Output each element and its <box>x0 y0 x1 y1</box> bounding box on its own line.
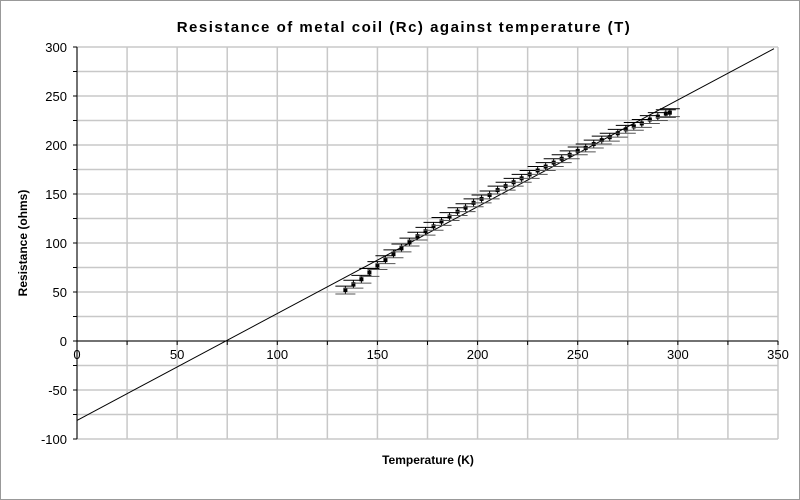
data-point <box>659 108 680 118</box>
data-marker <box>375 263 380 268</box>
data-marker <box>575 148 580 153</box>
data-marker <box>423 229 428 234</box>
x-tick-label: 100 <box>266 347 288 362</box>
data-marker <box>367 270 372 275</box>
y-tick-label: 250 <box>45 89 67 104</box>
data-marker <box>487 192 492 197</box>
data-marker <box>431 224 436 229</box>
y-tick-label: 300 <box>45 40 67 55</box>
x-tick-label: 150 <box>367 347 389 362</box>
x-tick-label: 0 <box>73 347 80 362</box>
data-marker <box>647 117 652 122</box>
y-tick-label: 0 <box>60 334 67 349</box>
data-marker <box>399 245 404 250</box>
data-points <box>335 108 680 295</box>
data-marker <box>463 205 468 210</box>
data-marker <box>623 127 628 132</box>
data-marker <box>383 257 388 262</box>
data-marker <box>439 219 444 224</box>
data-marker <box>407 240 412 245</box>
tick-labels: -100 -50 0 50 100 150 200 250 300 0 50 100 150 200 250… <box>41 40 789 447</box>
y-tick-label: 100 <box>45 236 67 251</box>
y-axis-label: Resistance (ohms) <box>16 190 30 297</box>
y-tick-label: -50 <box>48 383 67 398</box>
data-marker <box>663 111 668 116</box>
data-marker <box>351 282 356 287</box>
data-marker <box>599 138 604 143</box>
x-tick-label: 50 <box>170 347 184 362</box>
axes <box>73 46 779 440</box>
x-tick-label: 350 <box>767 347 789 362</box>
y-tick-label: 150 <box>45 187 67 202</box>
y-tick-label: 50 <box>53 285 67 300</box>
data-marker <box>667 110 672 115</box>
x-axis-label: Temperature (K) <box>382 453 474 467</box>
x-tick-label: 200 <box>467 347 489 362</box>
x-tick-label: 300 <box>667 347 689 362</box>
chart-title: Resistance of metal coil (Rc) against te… <box>177 19 632 36</box>
data-marker <box>415 234 420 239</box>
y-tick-label: -100 <box>41 432 67 447</box>
data-marker <box>447 214 452 219</box>
x-tick-label: 250 <box>567 347 589 362</box>
data-marker <box>359 277 364 282</box>
data-marker <box>631 124 636 129</box>
y-tick-label: 200 <box>45 138 67 153</box>
data-marker <box>343 288 348 293</box>
data-marker <box>655 114 660 119</box>
data-marker <box>391 251 396 256</box>
